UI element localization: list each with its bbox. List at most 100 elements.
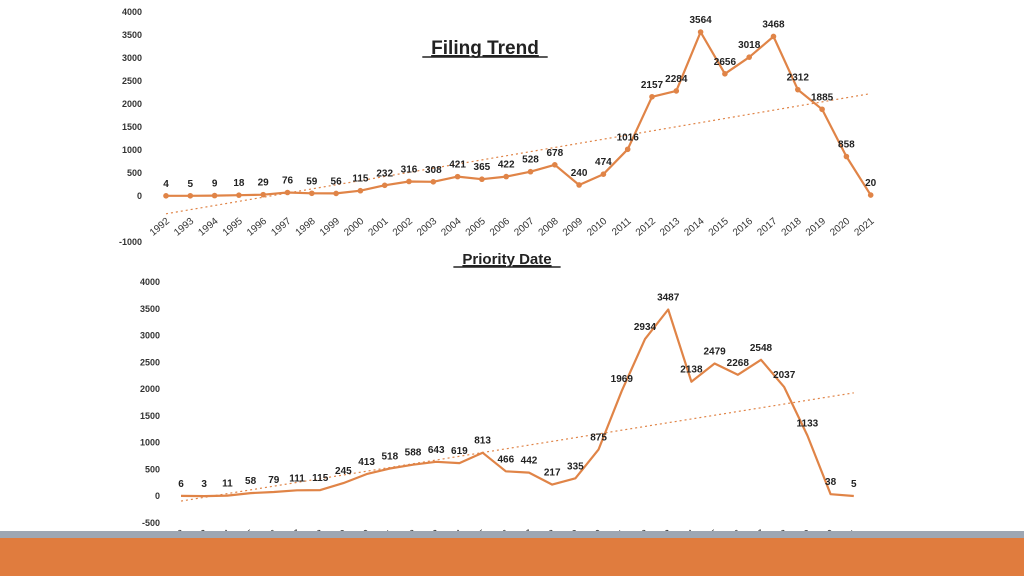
data-label: 11 — [222, 479, 233, 490]
data-point — [528, 169, 534, 175]
data-label: 2548 — [750, 343, 773, 354]
data-label: 5 — [188, 179, 194, 190]
data-label: 422 — [498, 160, 515, 171]
data-point — [309, 190, 315, 196]
data-label: 588 — [405, 448, 422, 459]
y-tick-label: -1000 — [119, 237, 142, 247]
y-tick-label: 1000 — [140, 438, 160, 448]
data-label: 240 — [571, 168, 588, 179]
data-point — [674, 88, 680, 94]
x-tick-label: 2021 — [853, 216, 877, 239]
x-tick-label: 2001 — [367, 216, 391, 239]
x-tick-label: 2010 — [585, 216, 609, 239]
data-label: 813 — [474, 436, 491, 447]
data-label: 56 — [331, 176, 343, 187]
footer-band — [0, 538, 1024, 576]
data-point — [431, 179, 437, 185]
x-tick-label: 2016 — [731, 216, 755, 239]
x-tick-label: 2017 — [755, 216, 779, 239]
data-label: 58 — [245, 476, 257, 487]
x-tick-label: 2003 — [415, 216, 439, 239]
x-tick-label: 2005 — [464, 216, 488, 239]
data-label: 18 — [233, 178, 245, 189]
data-label: 5 — [851, 479, 857, 490]
data-label: 2284 — [665, 74, 688, 85]
data-point — [333, 191, 339, 197]
data-point — [576, 182, 582, 188]
chart-title: Priority Date — [462, 251, 551, 268]
charts-canvas: Filing Trend-100005001000150020002500300… — [0, 0, 1024, 531]
data-label: 2157 — [641, 80, 664, 91]
x-tick-label: 2007 — [512, 216, 536, 239]
data-label: 3018 — [738, 40, 761, 51]
y-tick-label: 3000 — [140, 331, 160, 341]
data-label: 3468 — [762, 19, 785, 30]
data-label: 421 — [449, 160, 466, 171]
data-label: 1016 — [617, 132, 640, 143]
data-point — [625, 146, 631, 152]
data-point — [479, 176, 485, 182]
data-label: 111 — [289, 473, 305, 484]
x-tick-label: 2020 — [828, 216, 852, 239]
data-label: 3487 — [657, 292, 680, 303]
x-tick-label: 1997 — [269, 216, 293, 239]
data-label: 643 — [428, 445, 445, 456]
x-tick-label: 1999 — [318, 216, 342, 239]
data-label: 1885 — [811, 92, 834, 103]
data-point — [212, 193, 218, 199]
data-label: 115 — [312, 473, 329, 484]
data-label: 2656 — [714, 57, 737, 68]
chart-2: Priority Date-50005001000150020002500300… — [140, 251, 860, 531]
data-label: 3564 — [689, 15, 712, 26]
y-tick-label: 0 — [137, 191, 142, 201]
x-tick-label: 2008 — [537, 216, 561, 239]
chart-title: Filing Trend — [431, 38, 539, 59]
y-tick-label: 500 — [145, 464, 160, 474]
data-point — [698, 29, 704, 35]
data-point — [795, 87, 801, 93]
trendline — [181, 393, 854, 501]
data-label: 115 — [352, 174, 369, 185]
y-tick-label: 1000 — [122, 145, 142, 155]
x-tick-label: 2000 — [342, 216, 366, 239]
x-tick-label: 2018 — [780, 216, 804, 239]
x-tick-label: 2006 — [488, 216, 512, 239]
data-label: 6 — [178, 479, 184, 490]
data-label: 2934 — [634, 322, 657, 333]
y-tick-label: 3500 — [122, 30, 142, 40]
x-tick-label: 2004 — [439, 216, 463, 239]
series-line — [181, 310, 854, 497]
data-point — [868, 192, 874, 198]
data-point — [188, 193, 194, 199]
data-label: 4 — [163, 179, 169, 190]
data-point — [552, 162, 558, 168]
data-label: 365 — [474, 162, 491, 173]
trendline — [166, 94, 871, 214]
data-point — [503, 174, 509, 180]
data-point — [771, 34, 777, 40]
data-label: 3 — [201, 479, 207, 490]
data-label: 678 — [546, 148, 563, 159]
data-label: 9 — [212, 179, 218, 190]
y-tick-label: 2500 — [140, 357, 160, 367]
data-label: 619 — [451, 446, 468, 457]
data-label: 2268 — [727, 358, 750, 369]
data-point — [382, 183, 388, 189]
y-tick-label: -500 — [142, 518, 160, 528]
y-tick-label: 500 — [127, 168, 142, 178]
x-tick-label: 1996 — [245, 216, 269, 239]
data-point — [844, 154, 850, 160]
x-tick-label: 2009 — [561, 216, 585, 239]
y-tick-label: 0 — [155, 491, 160, 501]
data-label: 217 — [544, 468, 561, 479]
data-label: 2479 — [703, 346, 726, 357]
data-label: 316 — [401, 164, 418, 175]
data-label: 308 — [425, 165, 442, 176]
x-tick-label: 1992 — [148, 216, 172, 239]
chart-1: Filing Trend-100005001000150020002500300… — [119, 7, 877, 247]
data-label: 518 — [381, 451, 398, 462]
y-tick-label: 4000 — [140, 277, 160, 287]
data-point — [358, 188, 364, 194]
y-tick-label: 3000 — [122, 53, 142, 63]
